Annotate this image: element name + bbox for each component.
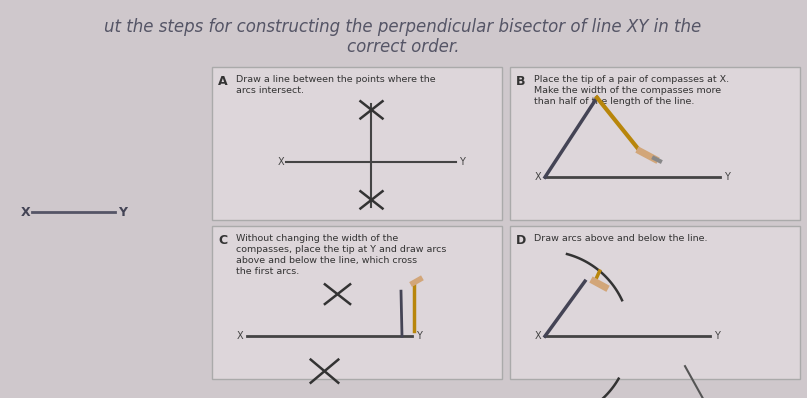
Text: A: A xyxy=(218,75,228,88)
Text: X: X xyxy=(236,331,243,341)
Text: Y: Y xyxy=(459,157,466,167)
Text: X: X xyxy=(534,172,541,182)
FancyBboxPatch shape xyxy=(510,67,800,220)
FancyBboxPatch shape xyxy=(212,226,502,379)
Text: C: C xyxy=(218,234,227,247)
Text: X: X xyxy=(20,205,30,219)
Text: ut the steps for constructing the perpendicular bisector of line XY in the: ut the steps for constructing the perpen… xyxy=(104,18,701,36)
Text: X: X xyxy=(534,331,541,341)
FancyBboxPatch shape xyxy=(212,67,502,220)
Text: Draw arcs above and below the line.: Draw arcs above and below the line. xyxy=(534,234,708,243)
Text: Y: Y xyxy=(714,331,720,341)
Text: Y: Y xyxy=(724,172,730,182)
Text: correct order.: correct order. xyxy=(347,38,459,56)
Text: Place the tip of a pair of compasses at X.
Make the width of the compasses more
: Place the tip of a pair of compasses at … xyxy=(534,75,730,106)
Text: Y: Y xyxy=(118,205,127,219)
Text: B: B xyxy=(516,75,525,88)
Text: X: X xyxy=(278,157,285,167)
Text: Draw a line between the points where the
arcs intersect.: Draw a line between the points where the… xyxy=(236,75,436,95)
Text: Without changing the width of the
compasses, place the tip at Y and draw arcs
ab: Without changing the width of the compas… xyxy=(236,234,446,276)
Text: Y: Y xyxy=(416,331,422,341)
Text: D: D xyxy=(516,234,526,247)
FancyBboxPatch shape xyxy=(510,226,800,379)
